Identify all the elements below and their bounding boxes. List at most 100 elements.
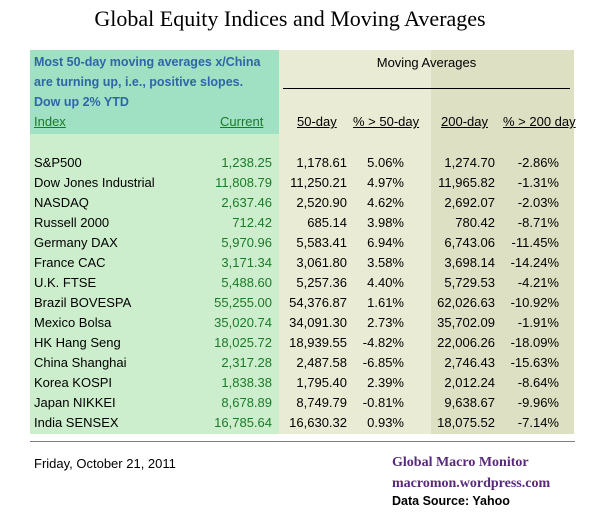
ma200-value: 62,026.63 (437, 295, 495, 310)
index-name: China Shanghai (34, 355, 127, 370)
column-header-pct-200-day: % > 200 day (503, 114, 576, 129)
ma50-value: 1,795.40 (296, 375, 347, 390)
note-line-3: Dow up 2% YTD (34, 95, 129, 109)
ma50-value: 1,178.61 (296, 155, 347, 170)
pct-above-ma50: -0.81% (362, 395, 404, 410)
column-header-index: Index (34, 114, 66, 129)
ma200-value: 35,702.09 (437, 315, 495, 330)
pct-above-ma200: -4.21% (517, 275, 559, 290)
ma50-value: 5,257.36 (296, 275, 347, 290)
current-value: 2,317.28 (221, 355, 272, 370)
current-value: 3,171.34 (221, 255, 272, 270)
column-header-50-day: 50-day (297, 114, 337, 129)
current-value: 5,970.96 (221, 235, 272, 250)
data-source: Data Source: Yahoo (392, 494, 510, 508)
current-value: 5,488.60 (221, 275, 272, 290)
ma200-value: 2,012.24 (444, 375, 495, 390)
current-value: 11,808.79 (215, 175, 272, 190)
pct-above-ma50: 1.61% (367, 295, 404, 310)
pct-above-ma50: 0.93% (367, 415, 404, 430)
column-header-current: Current (220, 114, 264, 129)
index-name: NASDAQ (34, 195, 89, 210)
ma200-value: 2,746.43 (444, 355, 495, 370)
index-name: Mexico Bolsa (34, 315, 112, 330)
ma50-value: 2,487.58 (296, 355, 347, 370)
index-name: Germany DAX (34, 235, 118, 250)
pct-above-ma50: 2.73% (367, 315, 404, 330)
brand-block: Global Macro Monitor macromon.wordpress.… (392, 452, 550, 494)
current-value: 16,785.64 (214, 415, 272, 430)
ma50-value: 2,520.90 (296, 195, 347, 210)
index-name: Dow Jones Industrial (34, 175, 155, 190)
current-value: 35,020.74 (214, 315, 272, 330)
moving-averages-header: Moving Averages (376, 55, 477, 70)
ma50-panel (279, 50, 431, 434)
pct-above-ma200: -18.09% (510, 335, 559, 350)
current-value: 2,637.46 (221, 195, 272, 210)
ma200-value: 5,729.53 (444, 275, 495, 290)
index-name: Brazil BOVESPA (34, 295, 132, 310)
moving-averages-rule (283, 88, 570, 89)
pct-above-ma200: -9.96% (517, 395, 559, 410)
pct-above-ma50: 5.06% (367, 155, 404, 170)
pct-above-ma200: -1.91% (517, 315, 559, 330)
ma200-value: 2,692.07 (444, 195, 495, 210)
pct-above-ma50: 4.40% (367, 275, 404, 290)
column-header-200-day: 200-day (441, 114, 488, 129)
ma50-value: 16,630.32 (289, 415, 347, 430)
pct-above-ma200: -7.14% (517, 415, 559, 430)
pct-above-ma200: -2.86% (517, 155, 559, 170)
index-name: Japan NIKKEI (34, 395, 116, 410)
pct-above-ma50: -6.85% (362, 355, 404, 370)
current-value: 712.42 (232, 215, 272, 230)
index-name: HK Hang Seng (34, 335, 121, 350)
ma50-value: 34,091.30 (289, 315, 347, 330)
current-value: 55,255.00 (214, 295, 272, 310)
ma200-value: 3,698.14 (444, 255, 495, 270)
index-name: India SENSEX (34, 415, 119, 430)
brand-url: macromon.wordpress.com (392, 476, 551, 491)
ma200-value: 780.42 (455, 215, 495, 230)
report-date: Friday, October 21, 2011 (34, 456, 176, 471)
ma200-value: 22,006.26 (437, 335, 495, 350)
ma200-value: 9,638.67 (444, 395, 495, 410)
index-current-panel (30, 50, 279, 434)
pct-above-ma200: -8.64% (517, 375, 559, 390)
pct-above-ma200: -2.03% (517, 195, 559, 210)
footer-separator (30, 441, 575, 442)
current-value: 18,025.72 (214, 335, 272, 350)
commentary-note: Most 50-day moving averages x/China are … (34, 52, 274, 112)
ma50-value: 5,583.41 (296, 235, 347, 250)
current-value: 8,678.89 (221, 395, 272, 410)
pct-above-ma200: -1.31% (517, 175, 559, 190)
ma200-panel (431, 50, 574, 434)
pct-above-ma200: -14.24% (510, 255, 559, 270)
ma50-value: 11,250.21 (290, 175, 347, 190)
ma50-value: 3,061.80 (296, 255, 347, 270)
pct-above-ma50: 3.58% (367, 255, 404, 270)
ma50-value: 18,939.55 (289, 335, 347, 350)
note-line-2: are turning up, i.e., positive slopes. (34, 75, 244, 89)
ma200-value: 6,743.06 (444, 235, 495, 250)
ma200-value: 1,274.70 (444, 155, 495, 170)
ma50-value: 8,749.79 (296, 395, 347, 410)
pct-above-ma200: -15.63% (510, 355, 559, 370)
pct-above-ma50: 4.62% (367, 195, 404, 210)
current-value: 1,238.25 (221, 155, 272, 170)
ma200-value: 18,075.52 (437, 415, 495, 430)
index-name: Russell 2000 (34, 215, 110, 230)
pct-above-ma50: 3.98% (367, 215, 404, 230)
index-name: France CAC (34, 255, 106, 270)
index-name: S&P500 (34, 155, 82, 170)
note-line-1: Most 50-day moving averages x/China (34, 55, 261, 69)
ma50-value: 54,376.87 (289, 295, 347, 310)
pct-above-ma200: -11.45% (511, 235, 559, 250)
pct-above-ma200: -8.71% (517, 215, 559, 230)
note-background (30, 50, 279, 134)
index-name: Korea KOSPI (34, 375, 113, 390)
column-header-pct-50-day: % > 50-day (353, 114, 420, 129)
pct-above-ma50: 4.97% (367, 175, 404, 190)
index-name: U.K. FTSE (34, 275, 97, 290)
pct-above-ma50: -4.82% (362, 335, 404, 350)
ma50-value: 685.14 (307, 215, 347, 230)
